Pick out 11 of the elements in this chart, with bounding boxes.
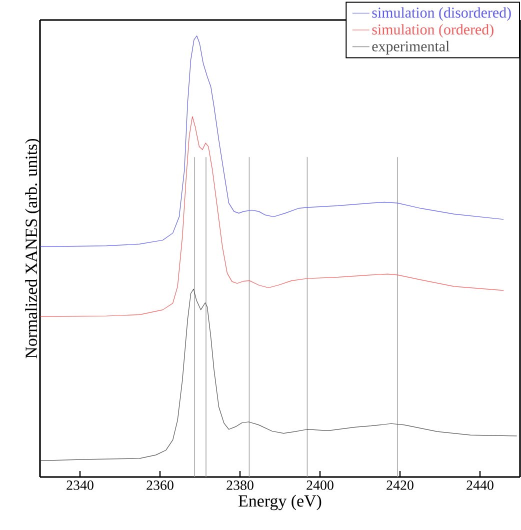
x-tick-label: 2340: [66, 480, 94, 490]
x-tick-label: 2380: [226, 480, 254, 490]
legend-label: simulation (disordered): [372, 7, 511, 21]
x-tick-label: 2420: [386, 480, 414, 490]
x-axis-title: Energy (eV): [238, 494, 322, 510]
legend-label: experimental: [372, 40, 450, 54]
legend-label: simulation (ordered): [372, 24, 494, 38]
y-axis-title: Normalized XANES (arb. units): [25, 138, 40, 358]
x-tick-label: 2400: [306, 480, 334, 490]
x-tick-label: 2360: [146, 480, 174, 490]
x-tick-label: 2440: [466, 480, 494, 490]
